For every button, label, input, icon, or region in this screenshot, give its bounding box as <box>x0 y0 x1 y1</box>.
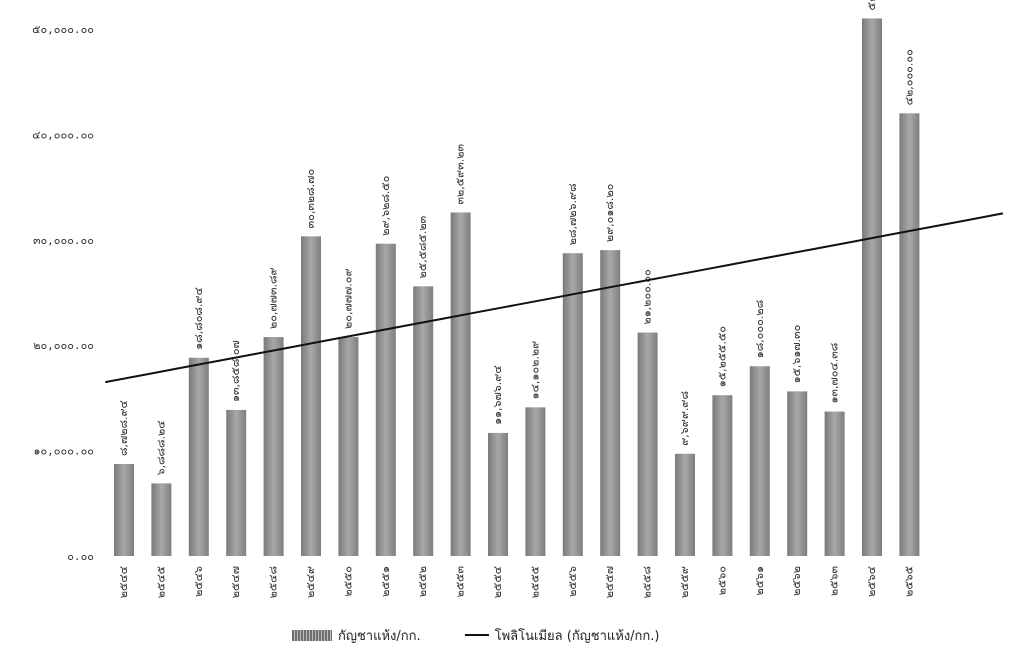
x-tick-label: ๒๕๔๗ <box>229 566 242 598</box>
data-label: ๑๕,๖๑๗.๓๐ <box>790 325 803 384</box>
bar <box>899 113 920 556</box>
data-label: ๒๙,๐๑๘.๒๐ <box>603 184 616 242</box>
y-tick-label: ๕๐,๐๐๐.๐๐ <box>32 23 94 36</box>
x-tick-label: ๒๕๖๑ <box>753 566 766 596</box>
bar <box>188 357 209 556</box>
bar <box>488 432 508 556</box>
bar <box>600 250 621 556</box>
data-label: ๒๙,๖๒๘.๕๐ <box>379 176 392 236</box>
bar <box>375 243 396 556</box>
data-label: ๑๑,๖๗๖.๙๔ <box>491 365 504 425</box>
bar <box>675 453 695 556</box>
x-tick-label: ๒๕๖๕ <box>902 566 915 597</box>
data-label: ๔๒,๐๐๐.๐๐ <box>902 49 915 105</box>
x-tick-label: ๒๕๕๘ <box>641 566 654 598</box>
y-tick-label: ๑๐,๐๐๐.๐๐ <box>33 445 94 458</box>
bar <box>450 212 471 557</box>
bar <box>562 253 583 556</box>
legend-line-swatch <box>464 634 489 636</box>
legend-line-label: โพลิโนเมียล (กัญชาแห้ง/กก.) <box>494 628 660 644</box>
data-label: ๘,๗๒๘.๙๔ <box>117 400 130 456</box>
bar <box>824 411 845 556</box>
data-label: ๑๕,๒๕๕.๕๐ <box>715 326 728 387</box>
x-tick-label: ๒๕๔๙ <box>304 566 317 598</box>
x-tick-label: ๒๕๕๑ <box>379 566 392 597</box>
data-label: ๕๑,๐๐๐.๐๐ <box>865 0 878 10</box>
x-tick-label: ๒๕๖๓ <box>828 566 841 596</box>
data-label: ๓๐,๓๒๘.๗๐ <box>304 169 317 228</box>
bar <box>301 236 321 556</box>
data-label: ๒๑,๒๐๐.๐๐ <box>641 269 654 324</box>
data-label: ๑๓,๘๕๘.๐๗ <box>229 340 242 402</box>
data-label: ๑๘,๘๐๘.๙๔ <box>192 287 205 350</box>
x-tick-label: ๒๕๕๓ <box>454 566 467 597</box>
legend-bar-swatch <box>292 629 332 641</box>
y-tick-label: ๓๐,๐๐๐.๐๐ <box>33 234 94 247</box>
bar <box>637 332 658 556</box>
y-tick-label: ๔๐,๐๐๐.๐๐ <box>32 128 94 141</box>
x-tick-label: ๒๕๔๔ <box>117 566 130 598</box>
data-label: ๖,๘๘๘.๒๔ <box>154 420 167 475</box>
bar <box>263 337 284 556</box>
x-tick-label: ๒๕๖๒ <box>790 566 803 596</box>
legend: กัญชาแห้ง/กก. โพลิโนเมียล (กัญชาแห้ง/กก.… <box>292 624 812 646</box>
bar <box>151 483 172 556</box>
data-label: ๒๘,๗๒๖.๙๘ <box>566 183 579 245</box>
data-label: ๓๒,๕๙๓.๒๓ <box>454 144 467 204</box>
y-tick-label: ๒๐,๐๐๐.๐๐ <box>33 339 94 352</box>
data-label: ๙,๖๙๙.๙๘ <box>678 391 691 446</box>
data-label: ๒๐,๗๗๓.๘๙ <box>267 267 280 329</box>
bar <box>787 391 808 556</box>
x-tick-label: ๒๕๕๗ <box>603 566 616 598</box>
legend-bar-label: กัญชาแห้ง/กก. <box>338 628 421 644</box>
bar <box>749 366 770 556</box>
x-tick-label: ๒๕๕๒ <box>416 566 429 597</box>
bar <box>413 286 434 556</box>
y-axis: ๐.๐๐ ๑๐,๐๐๐.๐๐ ๒๐,๐๐๐.๐๐ ๓๐,๐๐๐.๐๐ ๔๐,๐๐๐.๐๐… <box>32 23 94 563</box>
data-label: ๒๐,๗๗๗.๐๙ <box>341 268 354 329</box>
x-tick-label: ๒๕๕๖ <box>566 566 579 597</box>
trendline-path <box>105 212 1004 384</box>
bar <box>226 409 247 556</box>
bar <box>338 337 359 556</box>
data-label: ๑๘,๐๐๐.๒๘ <box>753 300 766 358</box>
bar <box>862 18 882 556</box>
y-tick-label: ๐.๐๐ <box>67 550 94 563</box>
bar <box>525 407 546 556</box>
trendline <box>105 212 1004 384</box>
x-tick-label: ๒๕๕๔ <box>491 566 504 598</box>
data-label: ๑๓,๗๐๔.๓๘ <box>828 343 841 404</box>
x-tick-label: ๒๕๕๕ <box>528 566 541 598</box>
x-tick-label: ๒๕๕๐ <box>341 566 354 597</box>
data-label: ๑๔,๑๐๒.๒๙ <box>528 341 541 400</box>
x-tick-label: ๒๕๔๕ <box>154 566 167 598</box>
x-tick-label: ๒๕๖๔ <box>865 566 878 597</box>
x-axis: ๒๕๔๔ ๒๕๔๕ ๒๕๔๖ ๒๕๔๗ ๒๕๔๘ ๒๕๔๙ ๒๕๕๐ ๒๕๕๑ ๒๕๕๒ ๒๕๕๓… <box>117 566 915 598</box>
x-tick-label: ๒๕๕๙ <box>678 566 691 598</box>
data-label: ๒๕,๕๘๕.๒๓ <box>416 216 429 278</box>
x-tick-label: ๒๕๖๐ <box>715 566 728 595</box>
x-tick-label: ๒๕๔๖ <box>192 566 205 597</box>
x-tick-label: ๒๕๔๘ <box>267 566 280 598</box>
bar <box>114 463 134 556</box>
bar <box>712 395 733 556</box>
